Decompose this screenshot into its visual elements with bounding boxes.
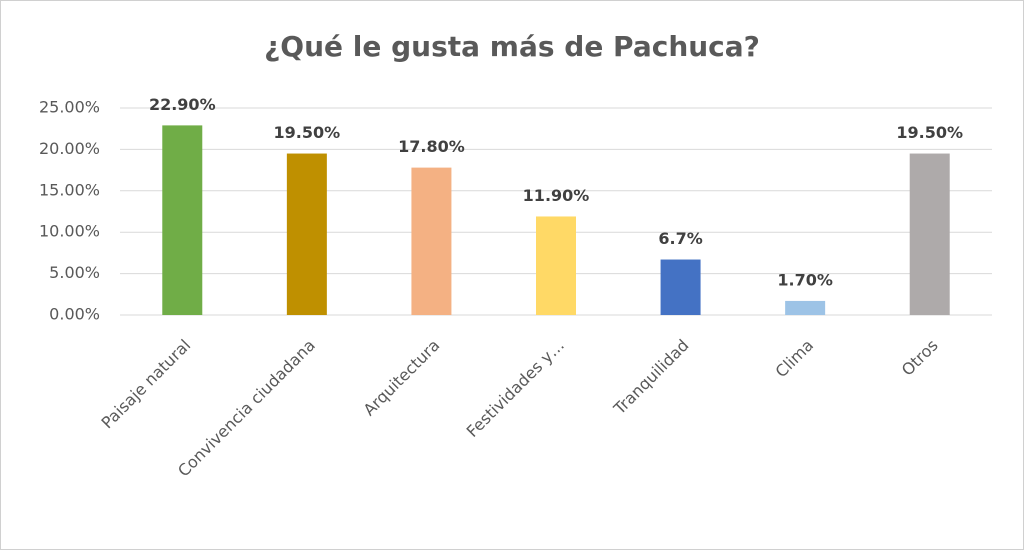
data-label: 22.90% — [149, 95, 216, 114]
bar — [785, 300, 826, 315]
data-label: 1.70% — [777, 270, 833, 289]
y-tick-label: 10.00% — [39, 222, 100, 241]
y-tick-label: 5.00% — [49, 263, 100, 282]
data-label: 11.90% — [523, 186, 590, 205]
y-tick-label: 20.00% — [39, 139, 100, 158]
chart-title: ¿Qué le gusta más de Pachuca? — [264, 30, 760, 63]
bar — [660, 259, 701, 315]
bar — [162, 125, 203, 315]
data-label: 6.7% — [658, 229, 702, 248]
bar — [909, 153, 950, 315]
y-tick-label: 15.00% — [39, 180, 100, 199]
y-tick-label: 25.00% — [39, 98, 100, 117]
data-label: 17.80% — [398, 137, 465, 156]
data-label: 19.50% — [274, 123, 341, 142]
bar — [286, 153, 327, 315]
data-label: 19.50% — [896, 123, 963, 142]
bar — [536, 216, 576, 315]
y-tick-label: 0.00% — [49, 305, 100, 324]
bar — [411, 167, 452, 315]
